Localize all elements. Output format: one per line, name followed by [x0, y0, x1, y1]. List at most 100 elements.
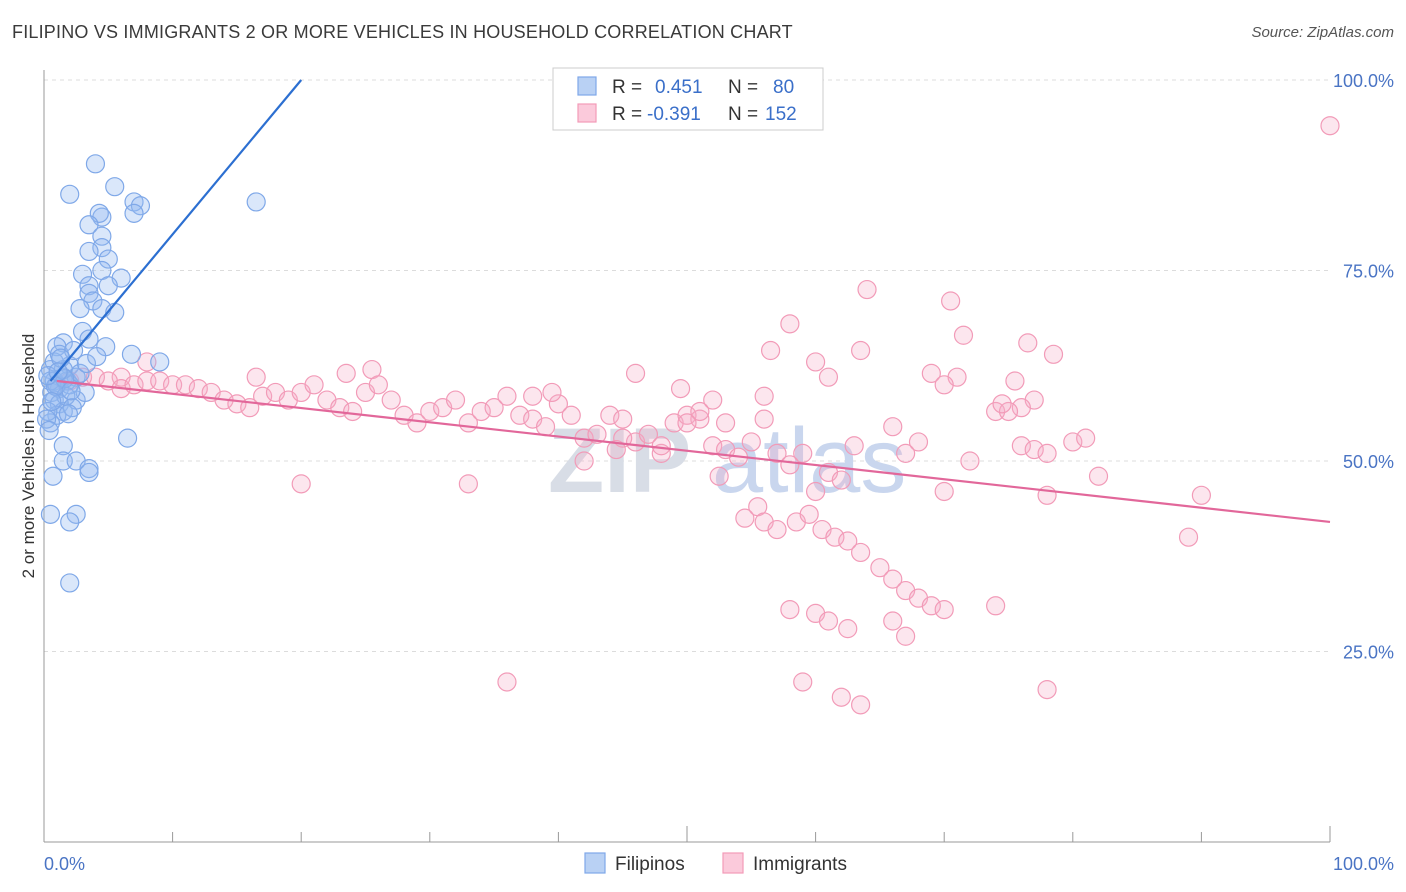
point-immigrants: [638, 424, 659, 444]
point-filipinos: [53, 436, 73, 456]
point-filipinos: [79, 241, 99, 262]
stats-legend: R = 0.451 N = 80 R = -0.391 N = 152: [552, 67, 824, 131]
point-immigrants: [246, 367, 266, 387]
grid-lines: [44, 79, 1330, 652]
point-immigrants: [368, 375, 388, 395]
y-tick-label: 50.0%: [1343, 452, 1394, 472]
point-filipinos: [121, 344, 142, 364]
point-immigrants: [851, 340, 871, 361]
point-immigrants: [934, 599, 954, 620]
point-filipinos: [40, 504, 61, 524]
point-immigrants: [523, 386, 543, 406]
point-filipinos: [79, 462, 99, 483]
point-immigrants: [561, 405, 581, 425]
point-immigrants: [253, 386, 273, 406]
point-filipinos: [70, 299, 90, 319]
point-immigrants: [851, 542, 871, 563]
point-filipinos: [85, 154, 106, 174]
legend-n-label-immigrants: N =: [728, 104, 758, 125]
point-immigrants: [458, 474, 478, 494]
point-immigrants: [780, 455, 800, 475]
point-immigrants: [381, 390, 401, 410]
point-filipinos: [117, 428, 138, 448]
point-filipinos: [42, 391, 62, 412]
point-immigrants: [484, 398, 504, 418]
point-filipinos: [60, 184, 80, 204]
x-tick-label-min: 0.0%: [44, 854, 85, 874]
point-filipinos: [98, 276, 118, 296]
point-filipinos: [105, 177, 125, 197]
point-immigrants: [1037, 679, 1057, 700]
point-immigrants: [304, 375, 324, 395]
point-immigrants: [715, 413, 736, 433]
point-immigrants: [1018, 333, 1038, 353]
point-immigrants: [175, 375, 196, 395]
point-immigrants: [1024, 439, 1044, 460]
point-immigrants: [838, 531, 858, 551]
point-immigrants: [343, 401, 363, 422]
point-filipinos: [87, 347, 107, 367]
point-immigrants: [670, 379, 691, 399]
point-immigrants: [805, 352, 826, 372]
point-immigrants: [445, 390, 466, 410]
point-immigrants: [986, 596, 1006, 616]
point-immigrants: [921, 363, 941, 383]
point-filipinos: [92, 226, 112, 246]
point-immigrants: [336, 363, 356, 383]
y-tick-label: 75.0%: [1343, 262, 1394, 282]
point-immigrants: [760, 340, 781, 361]
point-immigrants: [818, 611, 839, 631]
point-immigrants: [535, 417, 556, 437]
bottom-legend-label-immigrants: Immigrants: [753, 854, 847, 875]
point-immigrants: [510, 405, 530, 425]
point-filipinos: [58, 404, 79, 424]
point-filipinos: [66, 504, 86, 524]
point-immigrants: [921, 596, 941, 616]
point-immigrants: [1320, 116, 1340, 136]
point-immigrants: [908, 432, 929, 452]
trend-line-filipinos: [49, 79, 303, 382]
legend-n-value-immigrants: 152: [765, 104, 797, 125]
point-immigrants: [600, 405, 620, 425]
point-immigrants: [703, 436, 723, 456]
legend-r-value-immigrants: -0.391: [647, 104, 701, 125]
bottom-legend-swatch-immigrants: [722, 852, 744, 874]
point-immigrants: [870, 558, 890, 578]
point-immigrants: [625, 363, 646, 383]
point-immigrants: [471, 401, 491, 422]
chart-title: FILIPINO VS IMMIGRANTS 2 OR MORE VEHICLE…: [12, 22, 793, 42]
source-label: Source: ZipAtlas.com: [1251, 24, 1394, 41]
point-filipinos: [38, 401, 58, 422]
point-immigrants: [818, 367, 839, 387]
series-filipinos: [36, 154, 266, 593]
point-immigrants: [574, 451, 594, 471]
point-immigrants: [780, 314, 800, 334]
point-immigrants: [548, 394, 569, 414]
point-filipinos: [92, 238, 112, 258]
point-immigrants: [838, 619, 858, 639]
point-immigrants: [1191, 485, 1212, 505]
point-immigrants: [703, 390, 723, 410]
point-filipinos: [70, 363, 90, 383]
point-immigrants: [735, 508, 755, 528]
point-immigrants: [690, 409, 710, 429]
point-immigrants: [883, 569, 903, 589]
point-immigrants: [883, 417, 903, 437]
legend-r-label-immigrants: R =: [612, 104, 642, 125]
point-immigrants: [793, 443, 813, 463]
point-immigrants: [690, 401, 710, 422]
point-immigrants: [754, 409, 774, 429]
point-immigrants: [883, 611, 903, 631]
point-immigrants: [606, 439, 626, 460]
watermark-atlas: atlas: [712, 410, 906, 512]
point-filipinos: [43, 466, 63, 486]
point-filipinos: [246, 192, 266, 212]
y-tick-label: 25.0%: [1343, 643, 1394, 663]
y-tick-label: 100.0%: [1333, 71, 1394, 91]
legend-n-label-filipinos: N =: [728, 77, 758, 98]
point-immigrants: [1076, 428, 1096, 448]
point-immigrants: [1088, 466, 1109, 486]
point-filipinos: [61, 381, 81, 401]
point-immigrants: [1005, 371, 1025, 391]
